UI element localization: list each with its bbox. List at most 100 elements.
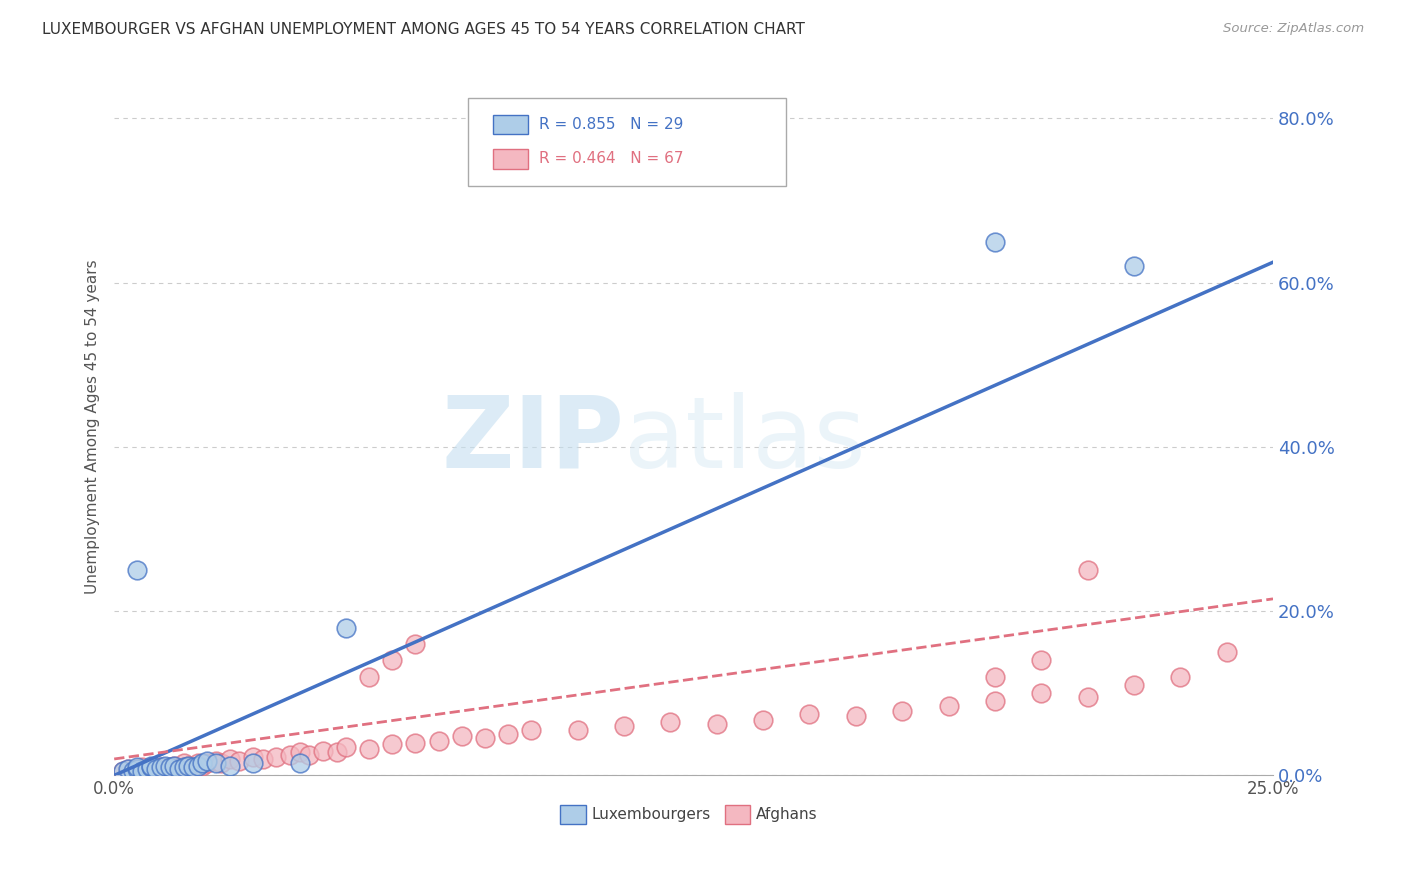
- Point: [335, 621, 357, 635]
- Point: [335, 739, 357, 754]
- Point: [135, 762, 157, 776]
- Point: [938, 698, 960, 713]
- Point: [252, 752, 274, 766]
- Point: [145, 762, 167, 776]
- Point: [191, 758, 214, 772]
- Point: [195, 756, 218, 770]
- Point: [121, 764, 143, 779]
- Point: [167, 762, 190, 776]
- Point: [520, 723, 543, 738]
- Point: [1123, 678, 1146, 692]
- Point: [163, 758, 186, 772]
- Point: [173, 756, 195, 770]
- Text: R = 0.464   N = 67: R = 0.464 N = 67: [540, 152, 683, 167]
- Bar: [561, 805, 586, 824]
- Point: [1168, 670, 1191, 684]
- Bar: [725, 805, 751, 824]
- Point: [149, 760, 172, 774]
- Point: [141, 764, 163, 779]
- Point: [1123, 260, 1146, 274]
- Point: [112, 764, 135, 779]
- Text: atlas: atlas: [624, 392, 866, 489]
- Point: [121, 764, 143, 779]
- Point: [219, 752, 242, 766]
- Point: [141, 758, 163, 772]
- Point: [219, 758, 242, 772]
- Point: [1215, 645, 1237, 659]
- Point: [159, 760, 181, 774]
- Y-axis label: Unemployment Among Ages 45 to 54 years: Unemployment Among Ages 45 to 54 years: [86, 259, 100, 594]
- Point: [153, 758, 176, 772]
- Point: [228, 754, 250, 768]
- Point: [117, 762, 139, 776]
- Point: [127, 762, 149, 776]
- Text: Afghans: Afghans: [756, 807, 818, 822]
- Point: [173, 760, 195, 774]
- Point: [187, 756, 209, 770]
- Text: R = 0.855   N = 29: R = 0.855 N = 29: [540, 117, 683, 132]
- Point: [474, 731, 496, 746]
- Point: [1077, 563, 1099, 577]
- Point: [177, 758, 200, 772]
- Point: [278, 747, 301, 762]
- Point: [159, 764, 181, 779]
- Point: [752, 713, 775, 727]
- Point: [266, 750, 288, 764]
- Point: [205, 756, 228, 770]
- Point: [405, 637, 427, 651]
- Point: [1031, 686, 1053, 700]
- Point: [381, 653, 404, 667]
- Point: [242, 756, 264, 770]
- Point: [298, 747, 321, 762]
- Point: [984, 694, 1007, 708]
- Point: [706, 717, 728, 731]
- Point: [242, 750, 264, 764]
- Point: [288, 756, 311, 770]
- Point: [1077, 690, 1099, 705]
- Point: [131, 760, 153, 774]
- Point: [799, 706, 821, 721]
- FancyBboxPatch shape: [468, 98, 786, 186]
- Text: Source: ZipAtlas.com: Source: ZipAtlas.com: [1223, 22, 1364, 36]
- Point: [1031, 653, 1053, 667]
- Point: [381, 737, 404, 751]
- Bar: [494, 149, 527, 169]
- Point: [427, 734, 450, 748]
- Point: [127, 563, 149, 577]
- Point: [312, 744, 335, 758]
- Point: [984, 670, 1007, 684]
- Point: [181, 760, 204, 774]
- Point: [135, 762, 157, 776]
- Point: [112, 764, 135, 779]
- Point: [984, 235, 1007, 249]
- Point: [163, 758, 186, 772]
- Point: [127, 764, 149, 779]
- Point: [177, 758, 200, 772]
- Point: [173, 760, 195, 774]
- Point: [153, 762, 176, 776]
- Point: [127, 762, 149, 776]
- Point: [567, 723, 589, 738]
- Point: [496, 727, 519, 741]
- Point: [181, 760, 204, 774]
- Point: [359, 670, 381, 684]
- Point: [131, 764, 153, 779]
- Point: [159, 760, 181, 774]
- Point: [405, 735, 427, 749]
- Point: [205, 754, 228, 768]
- Bar: [494, 115, 527, 135]
- Point: [845, 709, 868, 723]
- Point: [127, 760, 149, 774]
- Point: [209, 756, 232, 770]
- Point: [141, 760, 163, 774]
- Point: [659, 714, 682, 729]
- Point: [450, 729, 472, 743]
- Point: [195, 754, 218, 768]
- Point: [325, 746, 347, 760]
- Point: [288, 746, 311, 760]
- Text: ZIP: ZIP: [441, 392, 624, 489]
- Point: [149, 764, 172, 779]
- Point: [149, 760, 172, 774]
- Point: [613, 719, 636, 733]
- Point: [187, 758, 209, 772]
